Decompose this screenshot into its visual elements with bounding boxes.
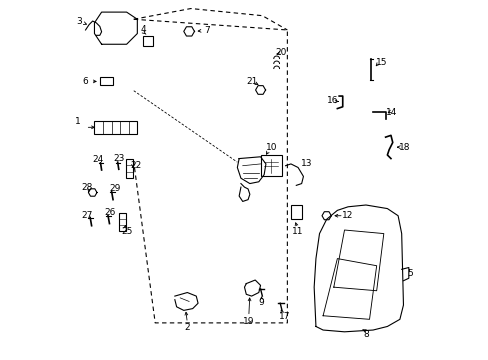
Text: 13: 13 [301,159,312,168]
Text: 11: 11 [291,227,303,236]
Text: 15: 15 [375,58,387,67]
Text: 21: 21 [245,77,257,86]
Text: 8: 8 [362,330,368,339]
Text: 25: 25 [122,227,133,236]
Text: 3: 3 [77,17,82,26]
Text: 26: 26 [104,208,116,217]
Text: 19: 19 [243,316,254,325]
Text: 28: 28 [81,183,92,192]
Text: 22: 22 [130,161,141,170]
Text: 27: 27 [81,211,92,220]
Text: 29: 29 [109,184,121,193]
Text: 9: 9 [258,298,264,307]
Text: 24: 24 [92,155,103,164]
Text: 20: 20 [275,48,286,57]
Text: 23: 23 [113,154,124,163]
FancyBboxPatch shape [260,155,282,176]
FancyBboxPatch shape [119,213,125,231]
Text: 6: 6 [82,77,88,86]
Text: 7: 7 [203,26,209,35]
FancyBboxPatch shape [125,158,133,178]
Text: 1: 1 [75,117,81,126]
Bar [142,36,153,46]
FancyBboxPatch shape [94,121,137,134]
FancyBboxPatch shape [290,205,301,219]
FancyBboxPatch shape [100,77,113,85]
Text: 5: 5 [407,269,413,278]
Text: 17: 17 [279,312,290,321]
Text: 2: 2 [184,323,190,332]
Text: 18: 18 [398,143,409,152]
Text: 4: 4 [141,26,146,35]
Text: 14: 14 [385,108,397,117]
Text: 16: 16 [326,96,338,105]
Text: 12: 12 [342,211,353,220]
Text: 10: 10 [265,143,277,152]
